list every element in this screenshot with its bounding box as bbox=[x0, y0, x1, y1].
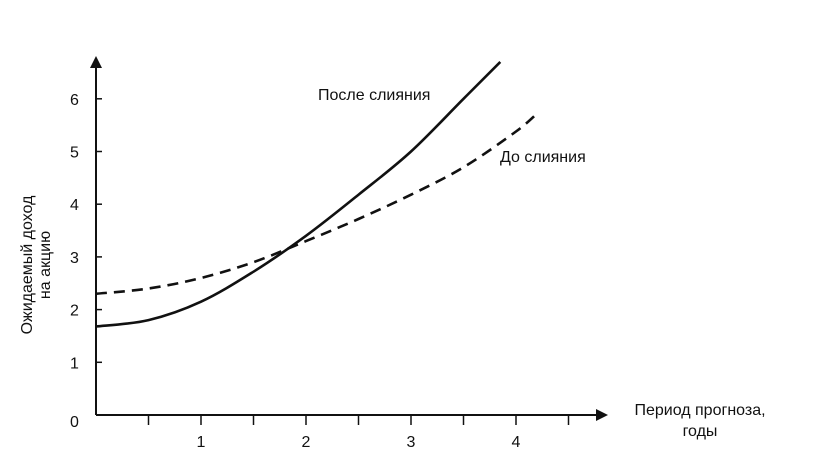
y-tick-label: 2 bbox=[70, 303, 79, 320]
x-tick-label: 2 bbox=[302, 434, 311, 451]
y-tick-label: 6 bbox=[70, 92, 79, 109]
series-line-after-merger bbox=[95, 60, 502, 328]
y-tick-label: 4 bbox=[70, 197, 79, 214]
x-tick-label: 4 bbox=[512, 434, 521, 451]
x-tick-label: 3 bbox=[407, 434, 416, 451]
plot-area: 0 1 2 3 4 5 6 1 2 3 4 После слияния До слияния Период… bbox=[19, 56, 766, 451]
series-label-after-merger: После слияния bbox=[318, 87, 430, 104]
y-tick-label: 0 bbox=[70, 414, 79, 431]
y-axis-label-line-2: на акцию bbox=[37, 231, 54, 299]
series-line-before-merger bbox=[95, 112, 538, 296]
y-axis-label-line-1: Ожидаемый доход bbox=[19, 195, 36, 335]
series-label-before-merger: До слияния bbox=[500, 149, 586, 166]
x-axis-label-line-1: Период прогноза, bbox=[634, 402, 765, 419]
y-tick-label: 1 bbox=[70, 355, 79, 372]
x-tick-label: 1 bbox=[197, 434, 206, 451]
y-tick-label: 5 bbox=[70, 145, 79, 162]
y-tick-label: 3 bbox=[70, 250, 79, 267]
x-axis-label-line-2: годы bbox=[683, 423, 718, 440]
